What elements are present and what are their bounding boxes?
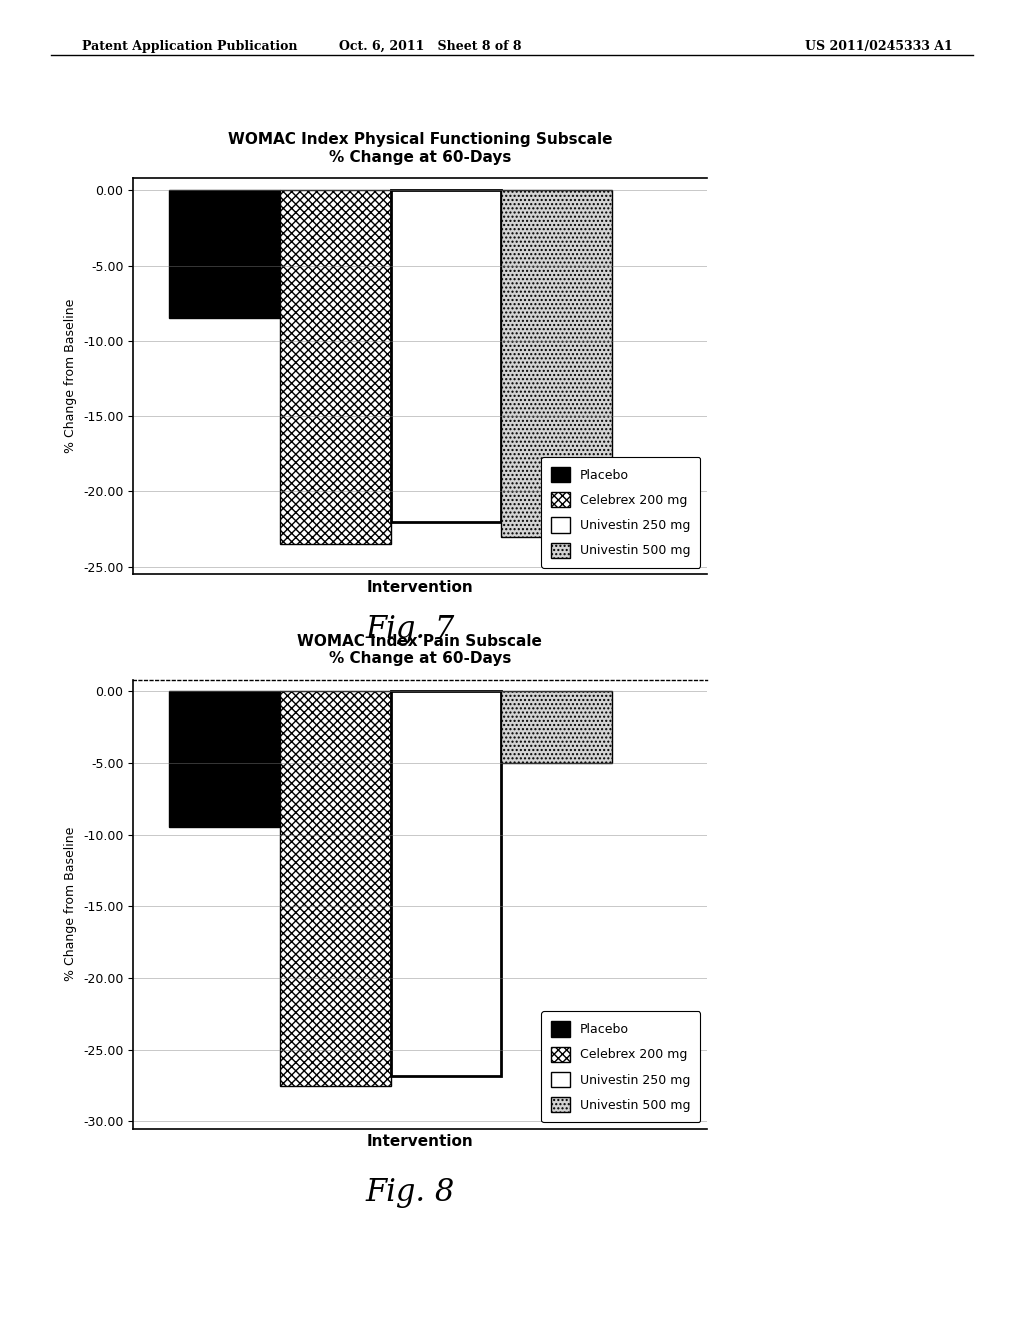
Text: Fig. 8: Fig. 8 xyxy=(365,1177,455,1208)
Bar xyxy=(502,692,612,763)
Title: WOMAC Index Pain Subscale
% Change at 60-Days: WOMAC Index Pain Subscale % Change at 60… xyxy=(297,634,543,667)
Text: Patent Application Publication: Patent Application Publication xyxy=(82,40,297,53)
Y-axis label: % Change from Baseline: % Change from Baseline xyxy=(65,300,78,453)
X-axis label: Intervention: Intervention xyxy=(367,1134,473,1150)
Y-axis label: % Change from Baseline: % Change from Baseline xyxy=(65,828,78,981)
Legend: Placebo, Celebrex 200 mg, Univestin 250 mg, Univestin 500 mg: Placebo, Celebrex 200 mg, Univestin 250 … xyxy=(541,457,700,568)
Text: Oct. 6, 2011   Sheet 8 of 8: Oct. 6, 2011 Sheet 8 of 8 xyxy=(339,40,521,53)
Text: Fig. 7: Fig. 7 xyxy=(365,614,455,644)
Bar xyxy=(390,190,502,521)
Legend: Placebo, Celebrex 200 mg, Univestin 250 mg, Univestin 500 mg: Placebo, Celebrex 200 mg, Univestin 250 … xyxy=(541,1011,700,1122)
Bar xyxy=(390,692,502,1076)
Bar xyxy=(502,190,612,536)
Text: US 2011/0245333 A1: US 2011/0245333 A1 xyxy=(805,40,952,53)
X-axis label: Intervention: Intervention xyxy=(367,579,473,595)
Bar xyxy=(169,692,280,828)
Title: WOMAC Index Physical Functioning Subscale
% Change at 60-Days: WOMAC Index Physical Functioning Subscal… xyxy=(227,132,612,165)
Bar xyxy=(280,190,390,544)
Bar xyxy=(169,190,280,318)
Bar xyxy=(280,692,390,1085)
